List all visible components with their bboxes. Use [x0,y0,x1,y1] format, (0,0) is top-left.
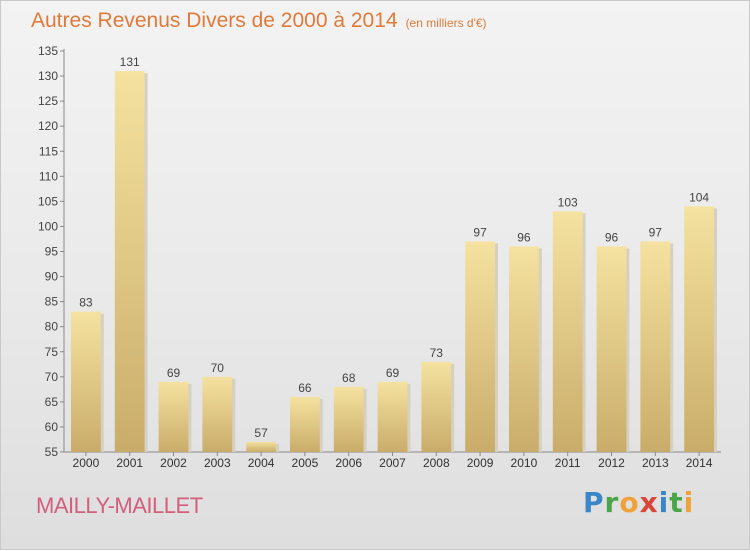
proxiti-logo[interactable]: Proxiti [583,486,695,519]
y-tick-label: 115 [39,144,58,158]
x-tick-label: 2004 [248,456,275,470]
x-tick-label: 2012 [598,456,625,470]
data-label: 104 [689,190,709,204]
x-tick-label: 2011 [555,456,581,470]
x-tick-label: 2007 [379,456,406,470]
bar-2011 [552,211,583,452]
bar-2009 [465,241,495,452]
x-tick-label: 2001 [116,456,143,470]
bar-2014 [684,206,714,452]
y-tick-label: 100 [38,219,58,233]
y-tick-label: 110 [39,169,58,183]
bar-2005 [290,396,320,452]
bar-2003 [202,376,233,452]
bar-2007 [377,381,408,452]
bar-2004 [246,441,276,452]
bar-2012 [596,246,627,452]
y-tick-label: 120 [38,119,58,133]
data-label: 68 [342,371,356,385]
data-label: 96 [517,230,531,244]
y-tick-label: 95 [45,245,59,259]
x-tick-label: 2000 [73,456,100,470]
y-tick-label: 80 [45,320,59,334]
y-tick-label: 85 [45,295,59,309]
y-tick-label: 125 [38,94,58,108]
chart-title-text: Autres Revenus Divers de 2000 à 2014 [31,9,398,32]
bar-2000 [71,311,101,452]
x-tick-label: 2009 [467,456,494,470]
data-label: 69 [386,366,400,380]
bar-2002 [158,381,189,452]
y-tick-label: 65 [45,395,59,409]
data-label: 69 [167,366,181,380]
data-label: 73 [430,346,444,360]
data-label: 96 [605,230,619,244]
x-tick-label: 2003 [204,456,231,470]
x-tick-label: 2014 [686,456,713,470]
data-label: 103 [558,195,578,209]
data-label: 66 [298,381,312,395]
x-tick-label: 2010 [511,456,538,470]
bar-2010 [509,246,539,452]
bar-2013 [640,241,671,452]
y-tick-label: 90 [45,270,59,284]
bar-2006 [333,386,364,452]
bar-2008 [421,361,452,452]
place-name: MAILLY-MAILLET [36,493,203,518]
bar-2001 [114,71,145,453]
x-tick-label: 2005 [292,456,319,470]
x-tick-label: 2013 [642,456,669,470]
y-tick-label: 135 [38,44,58,58]
y-tick-label: 130 [38,69,58,83]
y-tick-label: 105 [38,194,58,208]
chart-title: Autres Revenus Divers de 2000 à 2014 (en … [31,9,487,33]
y-tick-label: 75 [45,345,59,359]
x-tick-label: 2008 [423,456,450,470]
data-label: 70 [211,361,225,375]
y-tick-label: 60 [45,420,59,434]
x-tick-label: 2002 [160,456,187,470]
x-tick-label: 2006 [335,456,362,470]
chart-subtitle: (en milliers d'€) [405,16,487,30]
data-label: 83 [79,296,93,310]
y-tick-label: 55 [45,445,59,459]
y-tick-label: 70 [45,370,59,384]
data-label: 57 [254,426,268,440]
data-label: 131 [120,55,140,69]
data-label: 97 [473,225,487,239]
data-label: 97 [649,225,663,239]
